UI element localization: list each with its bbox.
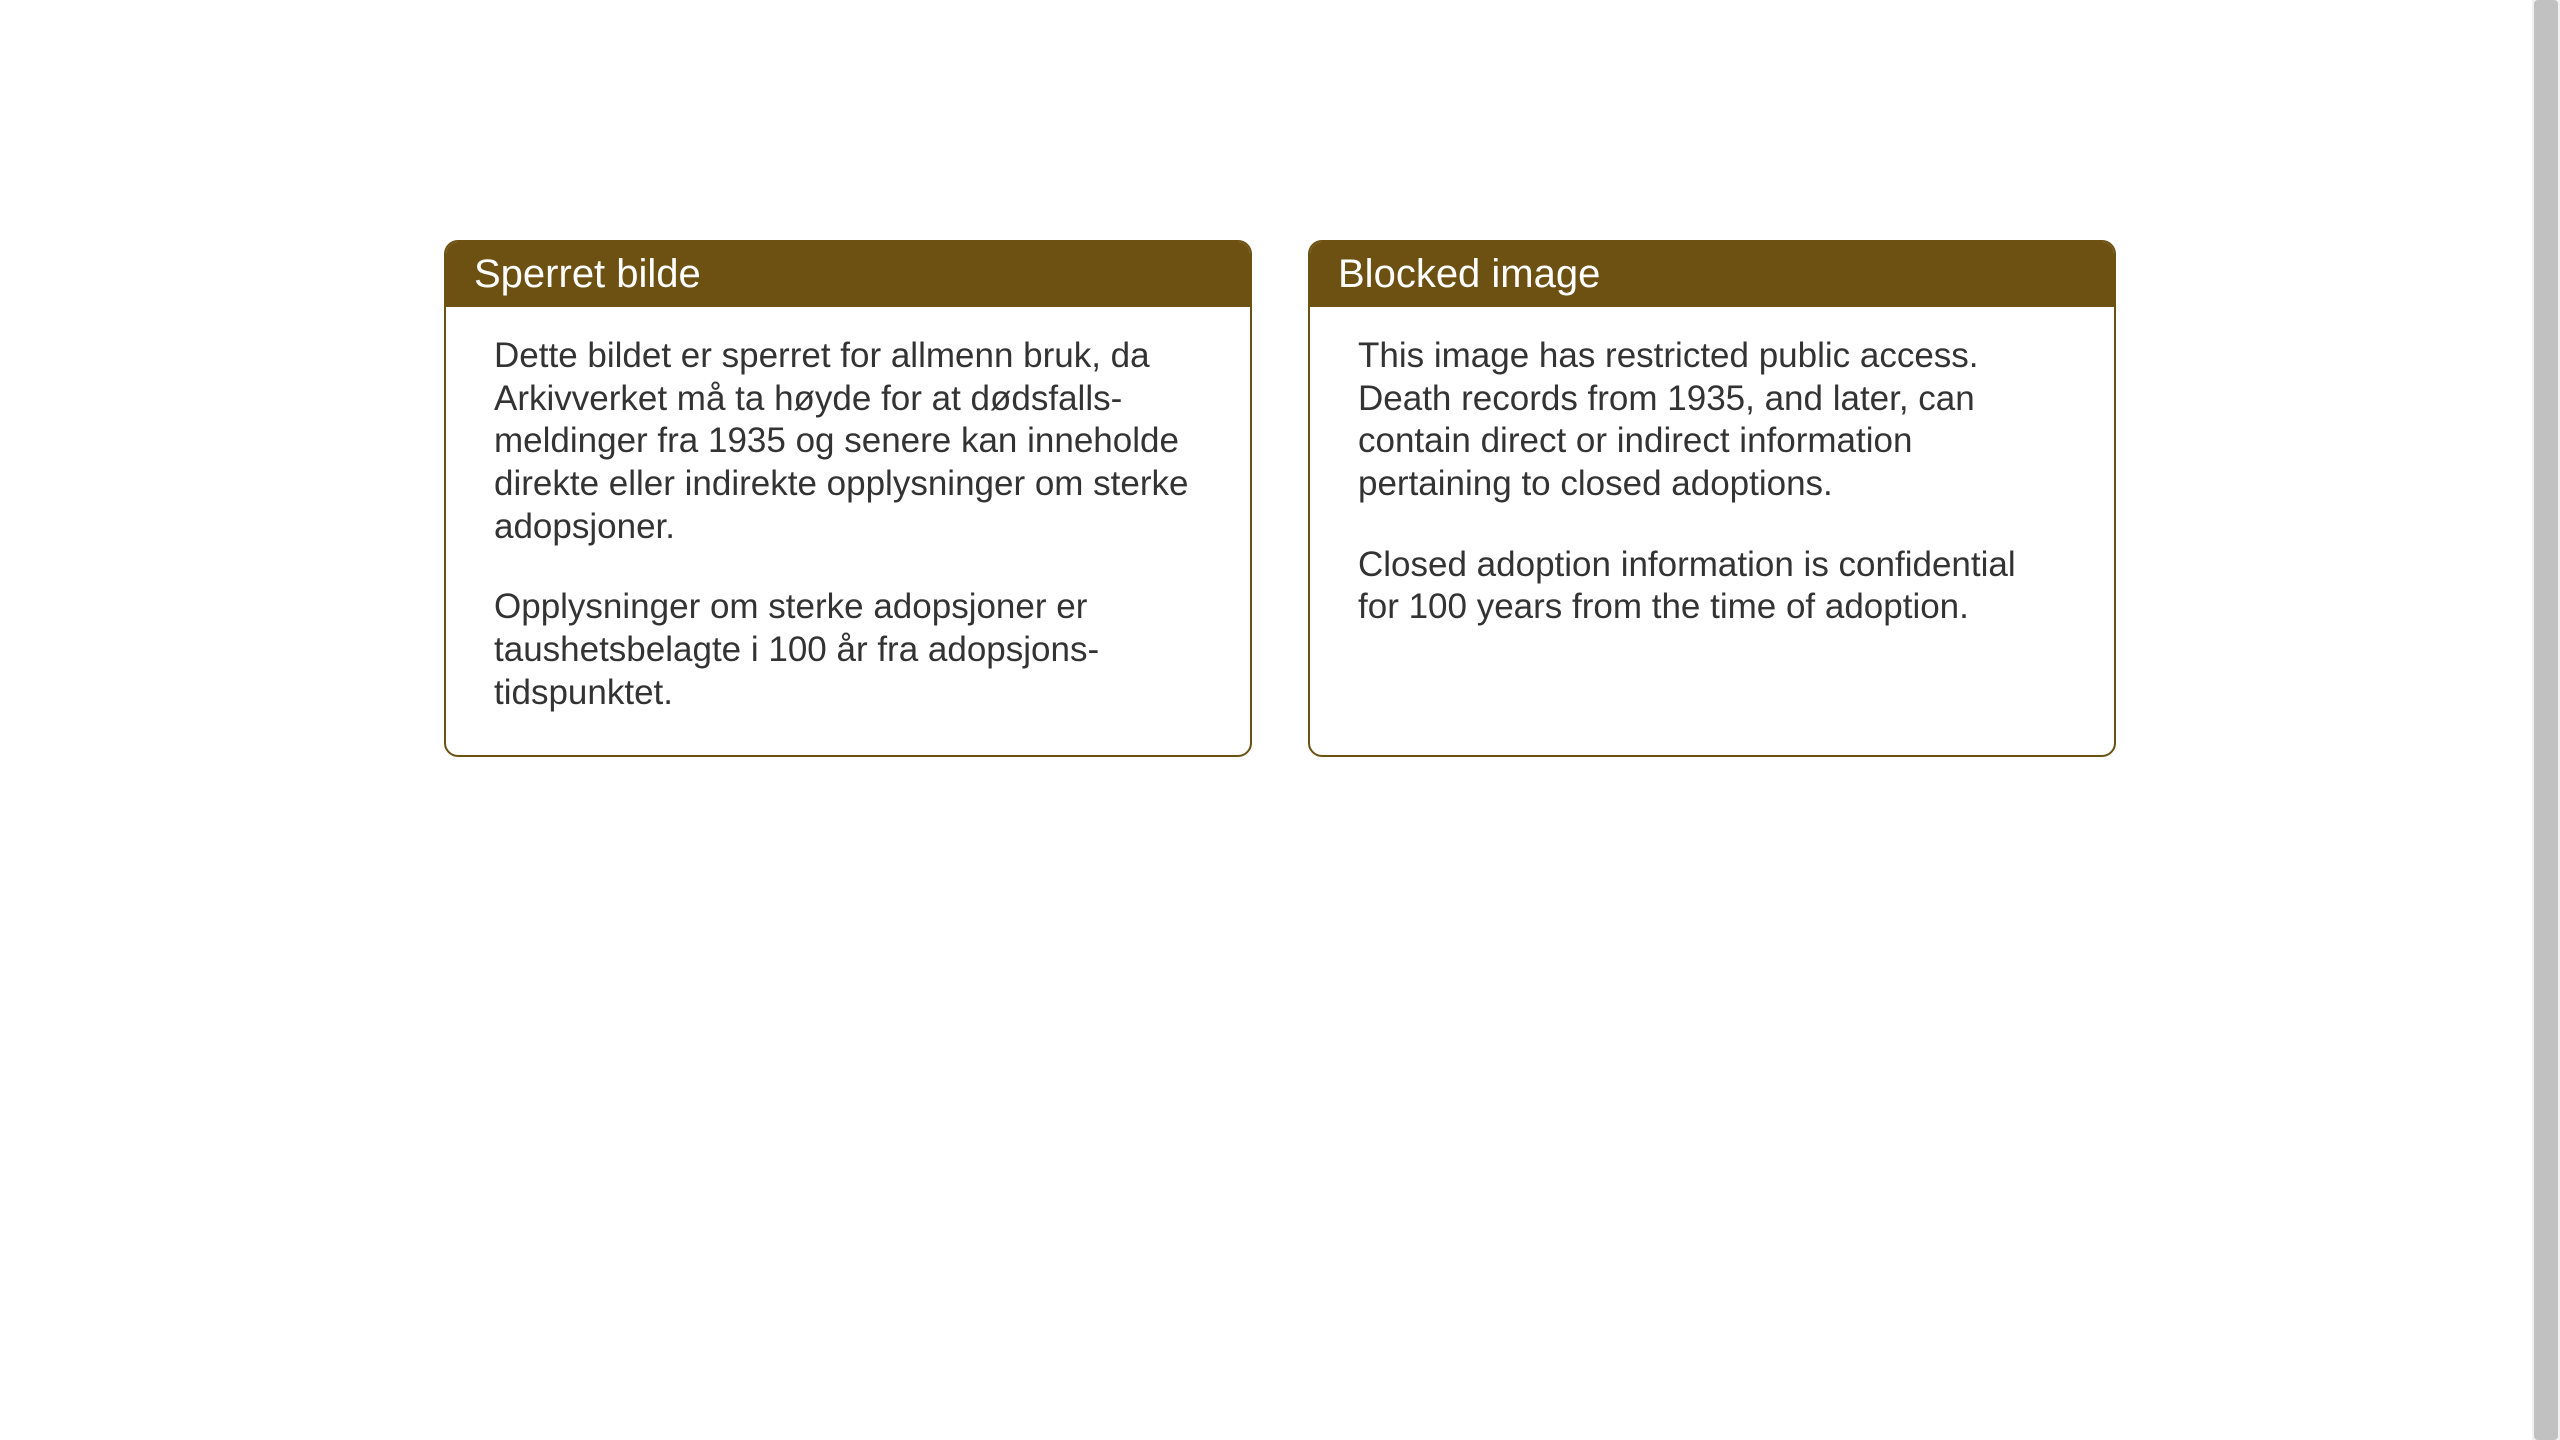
card-body-norwegian: Dette bildet er sperret for allmenn bruk…: [446, 307, 1250, 755]
notice-card-english: Blocked image This image has restricted …: [1308, 240, 2116, 757]
card-header-norwegian: Sperret bilde: [446, 242, 1250, 307]
card-title-norwegian: Sperret bilde: [474, 252, 701, 296]
paragraph-english-1: This image has restricted public access.…: [1358, 335, 2066, 506]
paragraph-norwegian-2: Opplysninger om sterke adopsjoner er tau…: [494, 586, 1202, 714]
card-body-english: This image has restricted public access.…: [1310, 307, 2114, 727]
paragraph-english-2: Closed adoption information is confident…: [1358, 544, 2066, 629]
paragraph-norwegian-1: Dette bildet er sperret for allmenn bruk…: [494, 335, 1202, 548]
notice-container: Sperret bilde Dette bildet er sperret fo…: [444, 240, 2116, 757]
vertical-scrollbar[interactable]: [2532, 0, 2560, 1440]
card-title-english: Blocked image: [1338, 252, 1600, 296]
card-header-english: Blocked image: [1310, 242, 2114, 307]
scrollbar-thumb[interactable]: [2534, 0, 2558, 1440]
notice-card-norwegian: Sperret bilde Dette bildet er sperret fo…: [444, 240, 1252, 757]
